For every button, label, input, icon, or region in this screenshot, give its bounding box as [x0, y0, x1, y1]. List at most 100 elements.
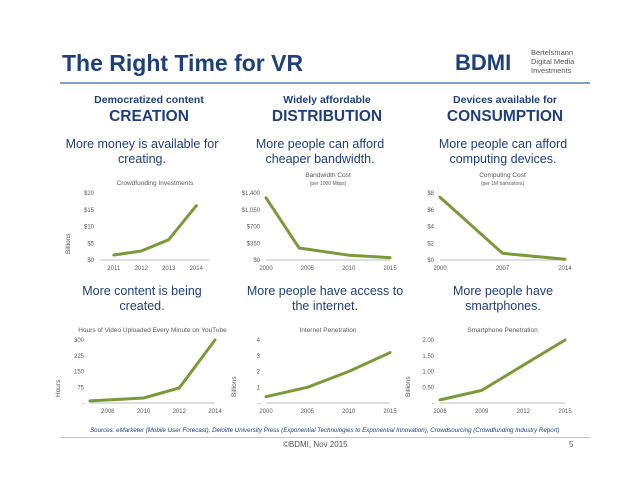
- column-subtitle: Widely affordable: [283, 94, 371, 106]
- slide-title: The Right Time for VR: [62, 50, 304, 76]
- data-point: [195, 204, 198, 207]
- x-tick-label: 2014: [208, 409, 222, 415]
- data-point: [178, 386, 181, 390]
- x-tick-label: 2010: [342, 409, 356, 415]
- data-point: [142, 396, 145, 400]
- data-point: [264, 395, 268, 398]
- data-point: [563, 257, 567, 261]
- y-tick-label: $4: [427, 225, 434, 231]
- column-header-creation: Democratized content CREATION: [60, 94, 238, 126]
- data-point: [167, 238, 170, 241]
- y-tick-label: -: [432, 401, 434, 407]
- x-tick-label: 2012: [517, 409, 531, 415]
- chart-title: Hours of Video Uploaded Every Minute on …: [78, 327, 227, 334]
- series-line: [438, 338, 567, 402]
- logo-subtitle: Bertelsmann Digital Media Investments: [531, 48, 601, 75]
- y-tick-label: $15: [84, 208, 95, 214]
- y-tick-label: $8: [427, 191, 434, 197]
- y-tick-label: $700: [247, 225, 261, 231]
- data-point: [563, 338, 567, 342]
- y-tick-label: 3: [257, 354, 261, 360]
- data-point: [347, 254, 350, 257]
- column-subtitle: Devices available for: [453, 94, 557, 106]
- data-point: [213, 338, 217, 342]
- x-tick-label: 2012: [173, 409, 187, 415]
- y-tick-label: $0: [87, 258, 94, 264]
- data-point: [438, 398, 442, 402]
- y-tick-label: $5: [87, 241, 94, 247]
- y-axis-label: Billions: [65, 233, 72, 254]
- chart-subtitle: (per 1M transistors): [481, 181, 525, 187]
- x-tick-label: 2005: [301, 266, 315, 272]
- column-header-distribution: Widely affordable DISTRIBUTION: [238, 94, 416, 126]
- data-point: [264, 196, 268, 199]
- y-tick-label: $1,400: [242, 191, 261, 197]
- page-number: 5: [569, 440, 574, 449]
- x-tick-label: 2008: [101, 409, 115, 415]
- caption-consumption-top: More people can afford computing devices…: [438, 137, 568, 166]
- data-point: [112, 253, 115, 257]
- data-point: [388, 351, 392, 354]
- y-tick-label: 75: [77, 385, 84, 391]
- y-tick-label: 1.00: [422, 370, 434, 376]
- y-tick-label: $2: [427, 241, 434, 247]
- chart-title: Crowdfunding Investments: [117, 180, 195, 187]
- y-tick-label: $0: [253, 258, 260, 264]
- x-tick-label: 2015: [383, 409, 397, 415]
- y-tick-label: 2.00: [422, 338, 434, 344]
- data-point: [140, 249, 143, 253]
- chart-subtitle: (per 1000 Mbps): [310, 181, 347, 187]
- x-tick-label: 2005: [301, 409, 315, 415]
- y-tick-label: $10: [84, 225, 95, 231]
- data-point: [438, 195, 442, 199]
- x-tick-label: 2000: [433, 266, 447, 272]
- column-subtitle: Democratized content: [94, 94, 204, 106]
- y-tick-label: 4: [257, 338, 261, 344]
- chart-title: Bandwidth Cost: [305, 172, 351, 179]
- caption-distribution-top: More people can afford cheaper bandwidth…: [255, 137, 385, 166]
- x-tick-label: 2011: [107, 266, 121, 272]
- y-tick-label: -: [258, 401, 260, 407]
- y-tick-label: 1: [257, 385, 261, 391]
- logo-mark-text: BDMI: [455, 50, 511, 75]
- y-axis-label: Billions: [405, 376, 412, 397]
- y-tick-label: 150: [74, 370, 85, 376]
- footer-divider: [60, 437, 590, 438]
- x-tick-label: 2006: [433, 409, 447, 415]
- y-tick-label: 2: [257, 370, 261, 376]
- chart-title: Computing Cost: [479, 172, 526, 179]
- column-header-consumption: Devices available for CONSUMPTION: [416, 94, 594, 126]
- series-line: [264, 351, 392, 399]
- y-tick-label: 0.50: [422, 385, 434, 391]
- logo-line-1: Bertelsmann: [531, 48, 574, 57]
- caption-creation-bottom: More content is being created.: [82, 284, 202, 313]
- data-point: [388, 256, 392, 259]
- data-point: [501, 252, 504, 255]
- caption-creation-top: More money is available for creating.: [65, 137, 219, 166]
- x-tick-label: 2010: [342, 266, 356, 272]
- header-divider: [60, 82, 590, 84]
- x-tick-label: 2012: [135, 266, 149, 272]
- caption-distribution-bottom: More people have access to the internet.: [246, 284, 404, 313]
- y-tick-label: 225: [74, 354, 85, 360]
- data-point: [347, 370, 350, 373]
- logo-line-3: Investments: [531, 66, 572, 75]
- data-point: [297, 246, 301, 250]
- x-tick-label: 2010: [137, 409, 151, 415]
- y-axis-label: Billions: [231, 376, 238, 397]
- caption-consumption-bottom: More people have smartphones.: [452, 284, 554, 313]
- x-tick-label: 2000: [259, 409, 273, 415]
- column-title: DISTRIBUTION: [271, 108, 383, 125]
- y-tick-label: $1,050: [242, 208, 261, 214]
- y-tick-label: $350: [247, 241, 261, 247]
- y-tick-label: 300: [74, 338, 85, 344]
- series-line: [264, 196, 392, 260]
- bdmi-logo: BDMI: [455, 50, 511, 75]
- logo-line-2: Digital Media: [531, 57, 575, 66]
- copyright: ©BDMI, Nov 2015: [283, 440, 348, 449]
- data-point: [306, 386, 309, 389]
